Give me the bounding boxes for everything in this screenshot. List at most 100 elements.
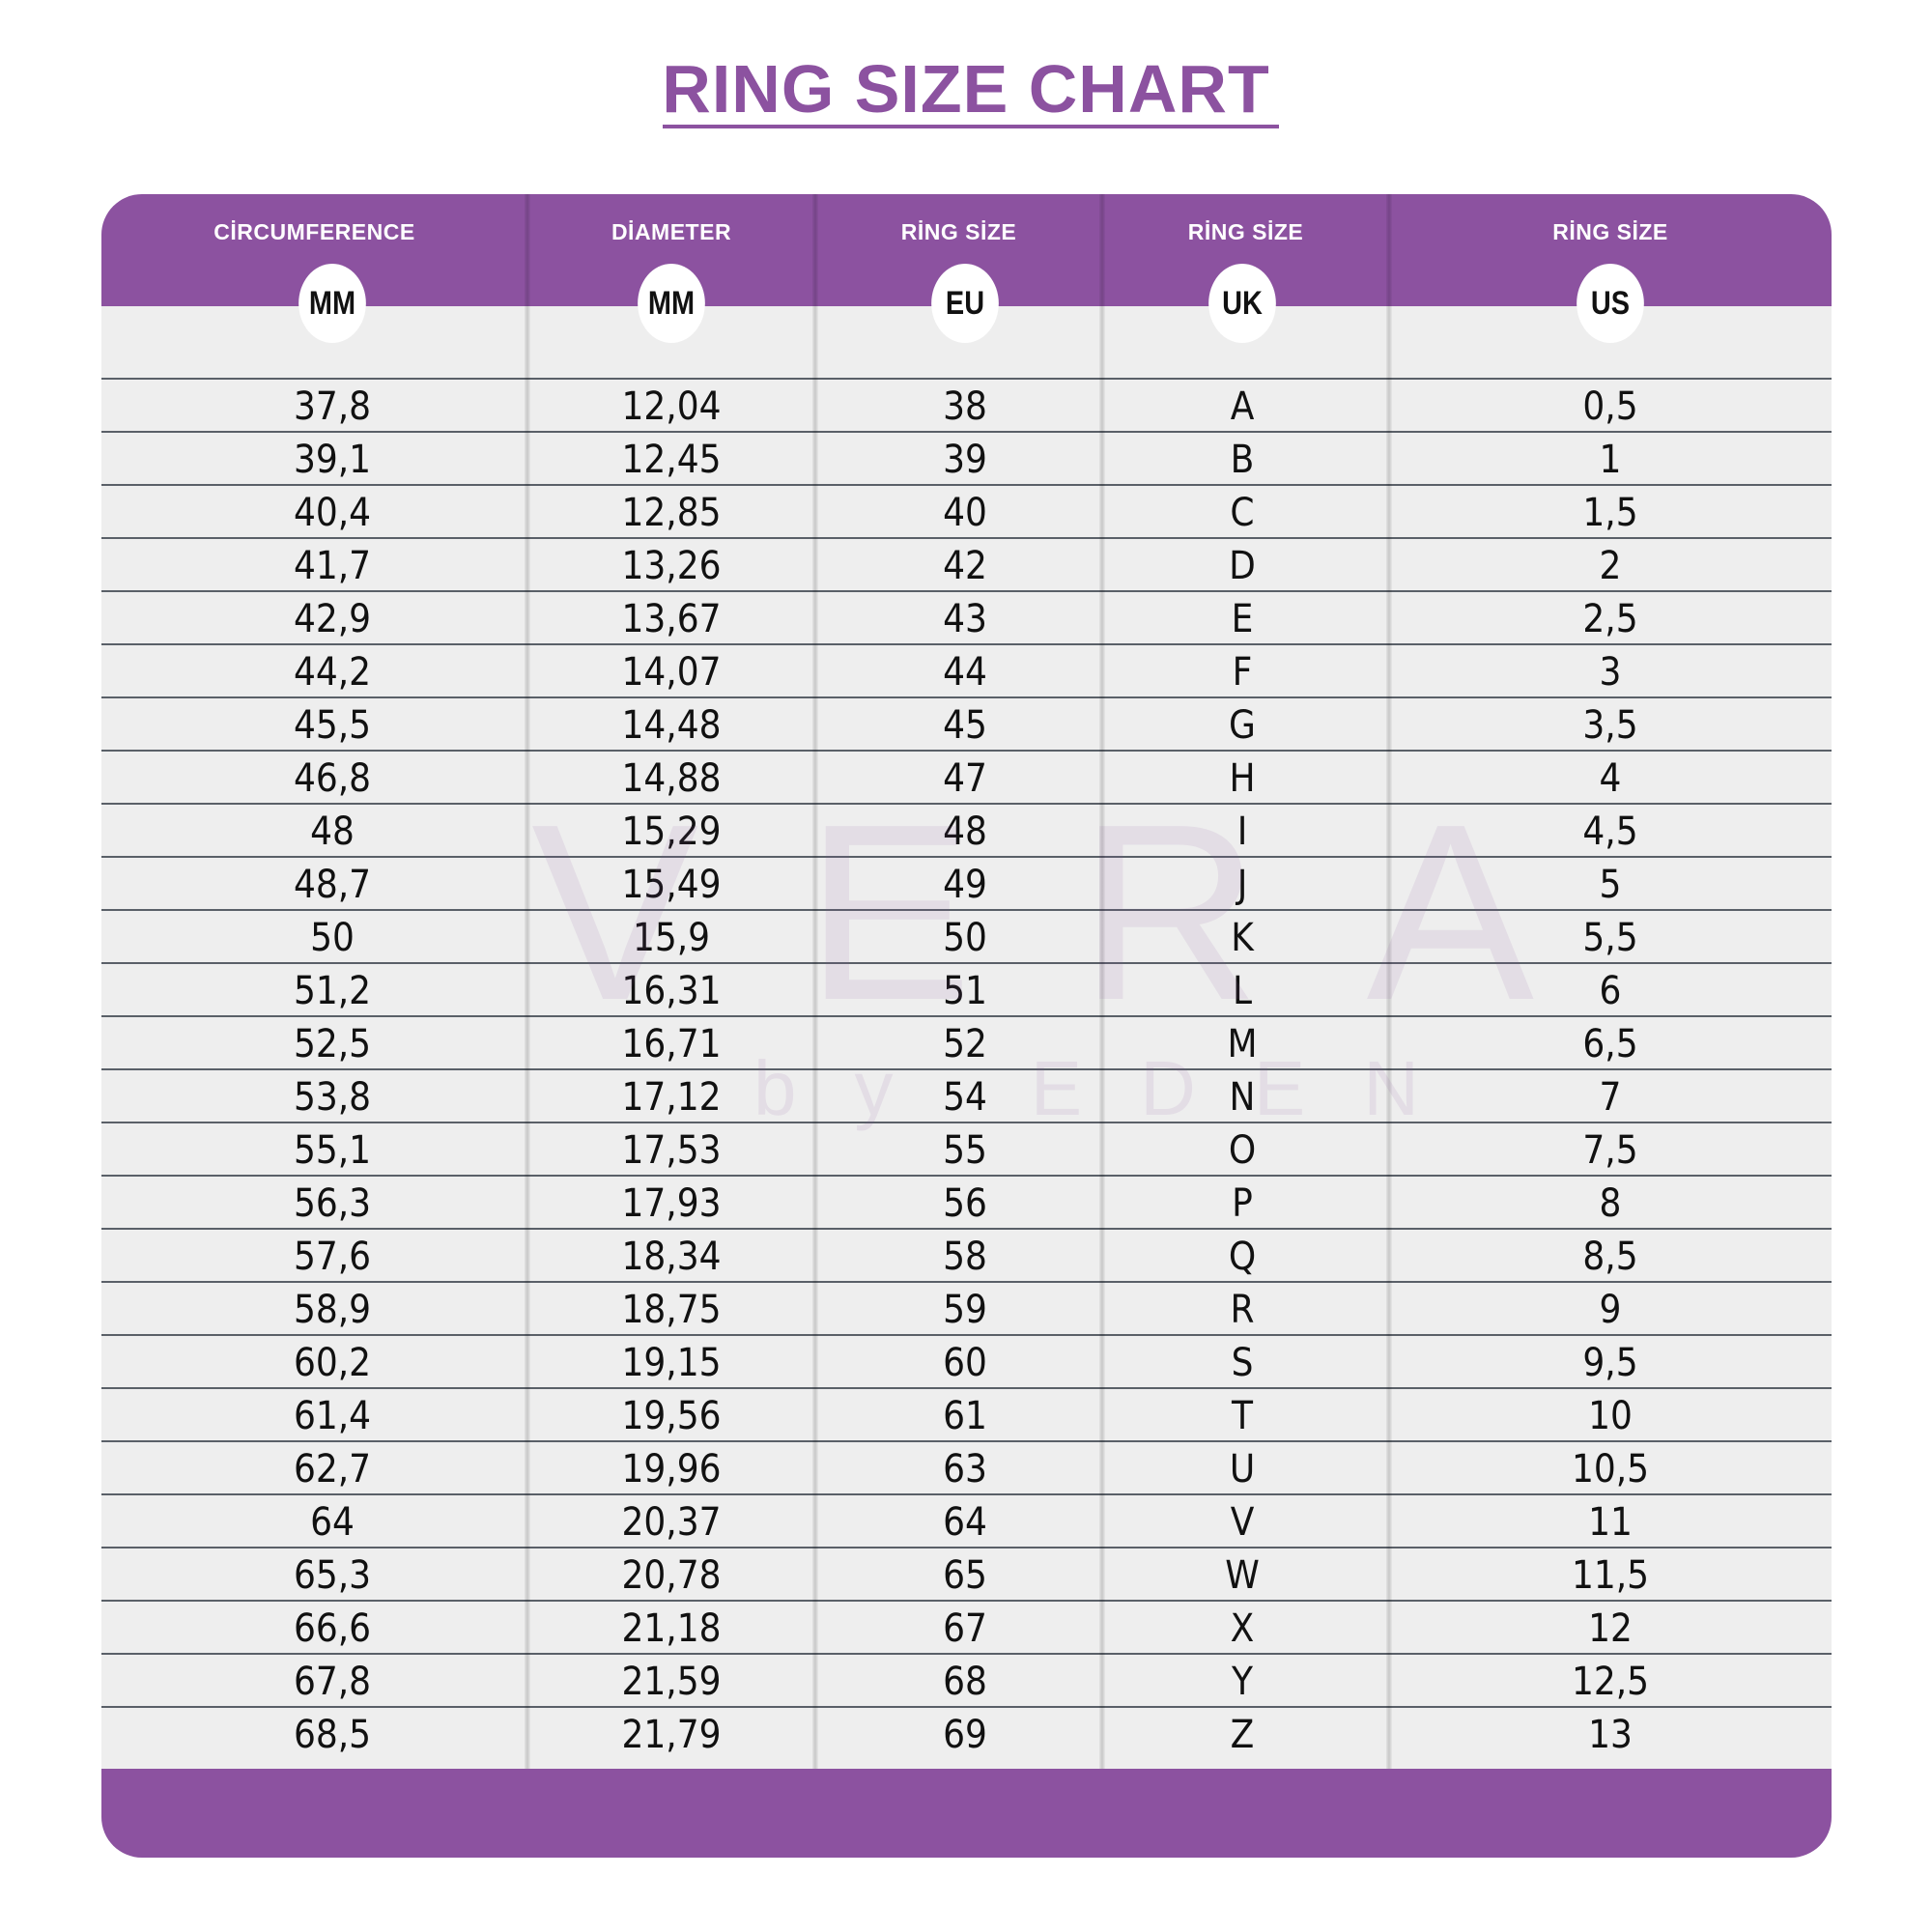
table-cell: 5 — [1599, 863, 1622, 907]
table-cell: 15,29 — [621, 810, 722, 854]
table-cell: 19,15 — [621, 1341, 722, 1385]
column-label: RİNG SİZE — [1187, 219, 1304, 244]
unit-badge: MM — [298, 264, 366, 343]
table-cell: 9 — [1599, 1288, 1622, 1332]
table-row: 55,1 17,53 55 O 7,5 — [101, 1122, 1832, 1175]
table-cell: 11,5 — [1571, 1553, 1650, 1598]
table-row: 60,2 19,15 60 S 9,5 — [101, 1334, 1832, 1387]
column-label: RİNG SİZE — [900, 219, 1017, 244]
table-cell: 18,34 — [621, 1235, 722, 1279]
table-cell: 17,12 — [621, 1075, 722, 1120]
ring-size-table: CİRCUMFERENCE MM DİAMETER MM RİNG SİZE EU RİNG… — [101, 194, 1832, 1858]
table-cell: J — [1236, 863, 1248, 907]
table-cell: 51 — [943, 969, 987, 1013]
table-row: 37,8 12,04 38 A 0,5 — [101, 378, 1832, 431]
table-cell: S — [1231, 1341, 1254, 1385]
table-cell: 60 — [943, 1341, 987, 1385]
table-cell: 10,5 — [1571, 1447, 1650, 1492]
table-row: 40,4 12,85 40 C 1,5 — [101, 484, 1832, 537]
column-header: RİNG SİZE UK — [1102, 194, 1389, 378]
table-cell: 5,5 — [1582, 916, 1638, 960]
table-cell: 54 — [943, 1075, 987, 1120]
table-row: 68,5 21,79 69 Z 13 — [101, 1706, 1832, 1759]
table-cell: 14,48 — [621, 703, 722, 748]
table-cell: P — [1232, 1181, 1253, 1226]
table-cell: 48 — [943, 810, 987, 854]
table-cell: 12,04 — [621, 384, 722, 429]
table-cell: 53,8 — [293, 1075, 372, 1120]
table-cell: 21,59 — [621, 1660, 722, 1704]
page-title: RING SIZE CHART — [662, 51, 1270, 127]
column-header: DİAMETER MM — [527, 194, 815, 378]
table-row: 48 15,29 48 I 4,5 — [101, 803, 1832, 856]
table-cell: Y — [1232, 1660, 1253, 1704]
table-cell: 44 — [943, 650, 987, 695]
table-cell: 66,6 — [293, 1606, 372, 1651]
table-cell: 42 — [943, 544, 987, 588]
table-cell: 3 — [1599, 650, 1622, 695]
table-cell: 56,3 — [293, 1181, 372, 1226]
table-cell: 16,31 — [621, 969, 722, 1013]
table-cell: 18,75 — [621, 1288, 722, 1332]
table-cell: 4 — [1599, 756, 1622, 801]
table-cell: 55,1 — [293, 1128, 372, 1173]
table-cell: 19,56 — [621, 1394, 722, 1438]
table-cell: 9,5 — [1582, 1341, 1638, 1385]
table-row: 53,8 17,12 54 N 7 — [101, 1068, 1832, 1122]
table-row: 44,2 14,07 44 F 3 — [101, 643, 1832, 696]
table-cell: 38 — [943, 384, 987, 429]
table-cell: 45 — [943, 703, 987, 748]
table-cell: F — [1232, 650, 1253, 695]
table-cell: 59 — [943, 1288, 987, 1332]
table-cell: 12,5 — [1571, 1660, 1650, 1704]
table-cell: 1,5 — [1582, 491, 1638, 535]
table-cell: 43 — [943, 597, 987, 641]
table-row: 57,6 18,34 58 Q 8,5 — [101, 1228, 1832, 1281]
title-underline — [663, 125, 1279, 128]
table-cell: 20,37 — [621, 1500, 722, 1545]
table-cell: 68 — [943, 1660, 987, 1704]
table-cell: Z — [1230, 1713, 1255, 1757]
column-divider — [1386, 194, 1392, 1769]
table-cell: 20,78 — [621, 1553, 722, 1598]
table-cell: C — [1230, 491, 1255, 535]
table-cell: 21,79 — [621, 1713, 722, 1757]
table-row: 58,9 18,75 59 R 9 — [101, 1281, 1832, 1334]
table-row: 46,8 14,88 47 H 4 — [101, 750, 1832, 803]
table-cell: 19,96 — [621, 1447, 722, 1492]
table-cell: 52 — [943, 1022, 987, 1066]
table-cell: V — [1230, 1500, 1255, 1545]
table-cell: 3,5 — [1582, 703, 1638, 748]
column-label: CİRCUMFERENCE — [213, 219, 415, 244]
table-cell: K — [1231, 916, 1254, 960]
table-cell: 12,85 — [621, 491, 722, 535]
table-row: 45,5 14,48 45 G 3,5 — [101, 696, 1832, 750]
table-cell: 10 — [1588, 1394, 1633, 1438]
table-row: 67,8 21,59 68 Y 12,5 — [101, 1653, 1832, 1706]
table-cell: 48 — [310, 810, 355, 854]
table-cell: 58 — [943, 1235, 987, 1279]
table-cell: 13,26 — [621, 544, 722, 588]
table-cell: M — [1227, 1022, 1258, 1066]
table-cell: 2 — [1599, 544, 1622, 588]
table-cell: 17,93 — [621, 1181, 722, 1226]
table-cell: 57,6 — [293, 1235, 372, 1279]
table-cell: R — [1230, 1288, 1255, 1332]
table-row: 52,5 16,71 52 M 6,5 — [101, 1015, 1832, 1068]
table-cell: 6 — [1599, 969, 1622, 1013]
table-cell: 47 — [943, 756, 987, 801]
table-cell: 50 — [943, 916, 987, 960]
table-cell: 64 — [943, 1500, 987, 1545]
table-body: 37,8 12,04 38 A 0,5 39,1 12,45 39 B 1 40,4 12,85 40 C… — [101, 378, 1832, 1759]
table-row: 50 15,9 50 K 5,5 — [101, 909, 1832, 962]
table-cell: 2,5 — [1582, 597, 1638, 641]
table-row: 66,6 21,18 67 X 12 — [101, 1600, 1832, 1653]
table-cell: 52,5 — [293, 1022, 372, 1066]
table-cell: G — [1229, 703, 1256, 748]
column-header: CİRCUMFERENCE MM — [101, 194, 527, 378]
table-cell: B — [1230, 438, 1255, 482]
unit-badge: MM — [638, 264, 705, 343]
unit-badge: US — [1577, 264, 1644, 343]
table-cell: 14,88 — [621, 756, 722, 801]
table-cell: A — [1230, 384, 1255, 429]
